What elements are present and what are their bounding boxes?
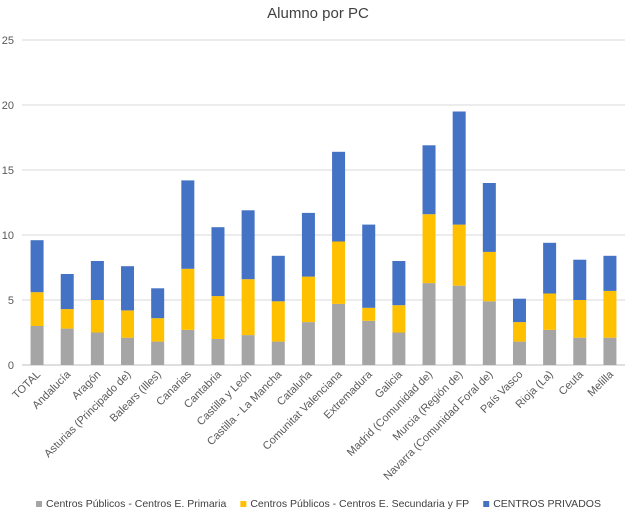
y-tick-label: 0 <box>8 360 14 372</box>
bar-segment-2 <box>422 214 436 284</box>
bar-segment-2 <box>543 293 557 330</box>
bar-segment-2 <box>181 268 195 330</box>
bar-segment-1 <box>151 341 165 365</box>
bar-segment-2 <box>30 292 44 326</box>
legend-swatch <box>483 501 490 507</box>
bar-segment-1 <box>60 328 74 365</box>
bar-segment-1 <box>543 329 557 365</box>
bar-segment-2 <box>301 276 315 323</box>
legend-label: CENTROS PRIVADOS <box>493 498 601 510</box>
bar-segment-2 <box>151 318 165 342</box>
bar-segment-2 <box>392 305 406 333</box>
bar-segment-1 <box>332 303 346 365</box>
bar-segment-3 <box>271 255 285 302</box>
bar-segment-3 <box>241 210 255 280</box>
legend: Centros Públicos - Centros E. Primaria Ce… <box>36 498 601 510</box>
chart-title: Alumno por PC <box>267 5 369 22</box>
bar-segment-3 <box>301 212 315 277</box>
y-tick-label: 25 <box>2 35 14 47</box>
bar-segment-1 <box>482 301 496 365</box>
bar-segment-1 <box>121 337 135 365</box>
x-tick-label: Ceuta <box>557 368 587 398</box>
y-axis-ticks: 0 5 10 15 20 25 <box>2 35 14 372</box>
bar-segment-3 <box>603 255 617 291</box>
bar-segment-1 <box>452 285 466 365</box>
bar-segment-3 <box>543 242 557 294</box>
x-tick-label: Melilla <box>586 368 617 399</box>
bar-segment-3 <box>482 183 496 252</box>
gridlines <box>22 39 625 366</box>
bar-segment-3 <box>452 111 466 225</box>
bar-segment-2 <box>60 309 74 329</box>
bar-segment-1 <box>512 341 526 365</box>
bar-segment-2 <box>271 301 285 342</box>
y-tick-label: 10 <box>2 230 14 242</box>
bar-segment-3 <box>362 224 376 308</box>
legend-item: Centros Públicos - Centros E. Secundaria… <box>240 498 469 510</box>
legend-swatch <box>240 501 247 507</box>
bar-segment-2 <box>362 307 376 321</box>
bar-segment-3 <box>332 151 346 242</box>
bar-segment-2 <box>573 300 587 338</box>
y-tick-label: 15 <box>2 165 14 177</box>
bar-segment-2 <box>90 300 104 333</box>
bar-segment-1 <box>392 332 406 365</box>
bar-segment-2 <box>332 241 346 304</box>
bar-segment-3 <box>30 240 44 293</box>
bar-segment-2 <box>241 279 255 336</box>
bar-segment-1 <box>30 326 44 365</box>
bar-segment-3 <box>121 266 135 311</box>
bar-segment-2 <box>452 224 466 286</box>
bar-segment-3 <box>181 180 195 269</box>
legend-item: Centros Públicos - Centros E. Primaria <box>36 498 227 510</box>
legend-label: Centros Públicos - Centros E. Primaria <box>46 498 226 510</box>
legend-swatch <box>36 501 43 507</box>
bars <box>30 111 617 365</box>
y-tick-label: 20 <box>2 100 14 112</box>
bar-segment-2 <box>211 296 225 339</box>
bar-segment-1 <box>573 337 587 365</box>
bar-segment-1 <box>90 332 104 365</box>
legend-item: CENTROS PRIVADOS <box>483 498 601 510</box>
bar-segment-1 <box>362 320 376 365</box>
bar-segment-1 <box>271 341 285 365</box>
bar-segment-1 <box>301 322 315 365</box>
bar-segment-3 <box>151 288 165 319</box>
bar-segment-3 <box>60 274 74 310</box>
bar-segment-3 <box>392 261 406 306</box>
bar-segment-3 <box>573 259 587 300</box>
bar-segment-3 <box>512 298 526 323</box>
bar-segment-1 <box>241 335 255 365</box>
bar-segment-3 <box>211 227 225 297</box>
bar-segment-3 <box>90 261 104 300</box>
y-tick-label: 5 <box>8 295 14 307</box>
bar-segment-2 <box>121 310 135 338</box>
bar-segment-1 <box>211 339 225 365</box>
legend-label: Centros Públicos - Centros E. Secundaria… <box>250 498 469 510</box>
bar-segment-1 <box>181 329 195 365</box>
bar-segment-1 <box>603 337 617 365</box>
bar-segment-2 <box>482 251 496 302</box>
bar-segment-3 <box>422 145 436 215</box>
bar-segment-2 <box>603 290 617 338</box>
bar-segment-2 <box>512 322 526 342</box>
bar-segment-1 <box>422 283 436 365</box>
